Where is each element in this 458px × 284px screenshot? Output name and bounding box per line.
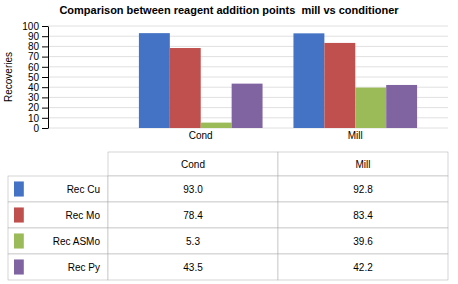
table-value: 78.4 [183, 210, 203, 221]
tick: 50 [28, 72, 48, 83]
grid-line [48, 66, 448, 67]
table-cell [8, 254, 108, 280]
grid-line [48, 46, 448, 47]
table-cell [8, 202, 108, 228]
table-cell [8, 228, 108, 254]
tick-label: 50 [28, 72, 40, 83]
tick-mark [42, 67, 48, 68]
tick: 20 [28, 102, 48, 113]
grid [48, 26, 448, 128]
table-cell [278, 202, 448, 228]
table-cell [278, 152, 448, 176]
bar [139, 33, 170, 128]
table-cell [108, 254, 278, 280]
table-cell [278, 176, 448, 202]
table-header: Cond [181, 159, 205, 170]
tick-label: 100 [22, 21, 39, 32]
table-cell [8, 176, 108, 202]
tick-mark [42, 87, 48, 88]
tick-mark [42, 97, 48, 98]
data-table: Cond Mill Rec Cu 93.0 92.8 Rec Mo 78.4 83.4 Rec … [8, 152, 448, 280]
table-cell [108, 152, 278, 176]
grid-line [48, 36, 448, 37]
bar [324, 43, 355, 128]
tick-label: 40 [28, 82, 40, 93]
axis-line [48, 27, 49, 129]
title: Comparison between reagent addition poin… [59, 4, 399, 16]
tick: 100 [22, 21, 48, 32]
legend-swatch [14, 233, 24, 248]
table-value: 42.2 [353, 262, 373, 273]
table-cell [108, 176, 278, 202]
tick-label: 20 [28, 102, 40, 113]
table-value: 43.5 [183, 262, 203, 273]
tick-mark [42, 108, 48, 109]
tick-mark [42, 77, 48, 78]
table-cell [278, 254, 448, 280]
tick-label: 60 [28, 62, 40, 73]
tick: 10 [28, 113, 48, 124]
table-value: 83.4 [353, 210, 373, 221]
chart: Comparison between reagent addition poin… [0, 0, 458, 284]
tick-mark [42, 46, 48, 47]
y-label: Recoveries [3, 52, 14, 102]
tick-mark [42, 36, 48, 37]
tick-label: 70 [28, 51, 40, 62]
table-cell [108, 202, 278, 228]
tick: 90 [28, 31, 48, 42]
tick-label: 30 [28, 92, 40, 103]
grid-line [48, 56, 448, 57]
bar [201, 123, 232, 128]
table-header: Mill [356, 159, 371, 170]
tick: 0 [33, 123, 48, 134]
grid-line [48, 26, 448, 27]
tick-mark [42, 128, 48, 129]
table-value: 92.8 [353, 184, 373, 195]
tick-mark [42, 57, 48, 58]
tick: 70 [28, 51, 48, 62]
table-cell [108, 228, 278, 254]
tick-label: 80 [28, 41, 40, 52]
legend-swatch [14, 259, 24, 274]
bar [293, 33, 324, 128]
tick-label: 90 [28, 31, 40, 42]
tick-label: 10 [28, 113, 40, 124]
legend-swatch [14, 181, 24, 196]
legend-swatch [14, 207, 24, 222]
table-value: 5.3 [186, 236, 200, 247]
y-axis: 0102030405060708090100 [22, 21, 48, 134]
table-value: 93.0 [183, 184, 203, 195]
tick-label: 0 [33, 123, 39, 134]
row-label: Rec Cu [67, 184, 100, 195]
tick: 60 [28, 62, 48, 73]
row-label: Rec Py [68, 262, 100, 273]
grid-line [48, 77, 448, 78]
tick: 40 [28, 82, 48, 93]
category-label: Cond [189, 130, 213, 141]
tick-mark [42, 26, 48, 27]
bar [355, 88, 386, 128]
row-label: Rec Mo [66, 210, 101, 221]
bar [170, 48, 201, 128]
table-value: 39.6 [353, 236, 373, 247]
row-label: Rec ASMo [53, 236, 101, 247]
table-cell [278, 228, 448, 254]
tick-mark [42, 118, 48, 119]
category-label: Mill [348, 130, 363, 141]
tick: 30 [28, 92, 48, 103]
bar [232, 84, 263, 128]
bar [386, 85, 417, 128]
tick: 80 [28, 41, 48, 52]
bars [139, 33, 417, 128]
